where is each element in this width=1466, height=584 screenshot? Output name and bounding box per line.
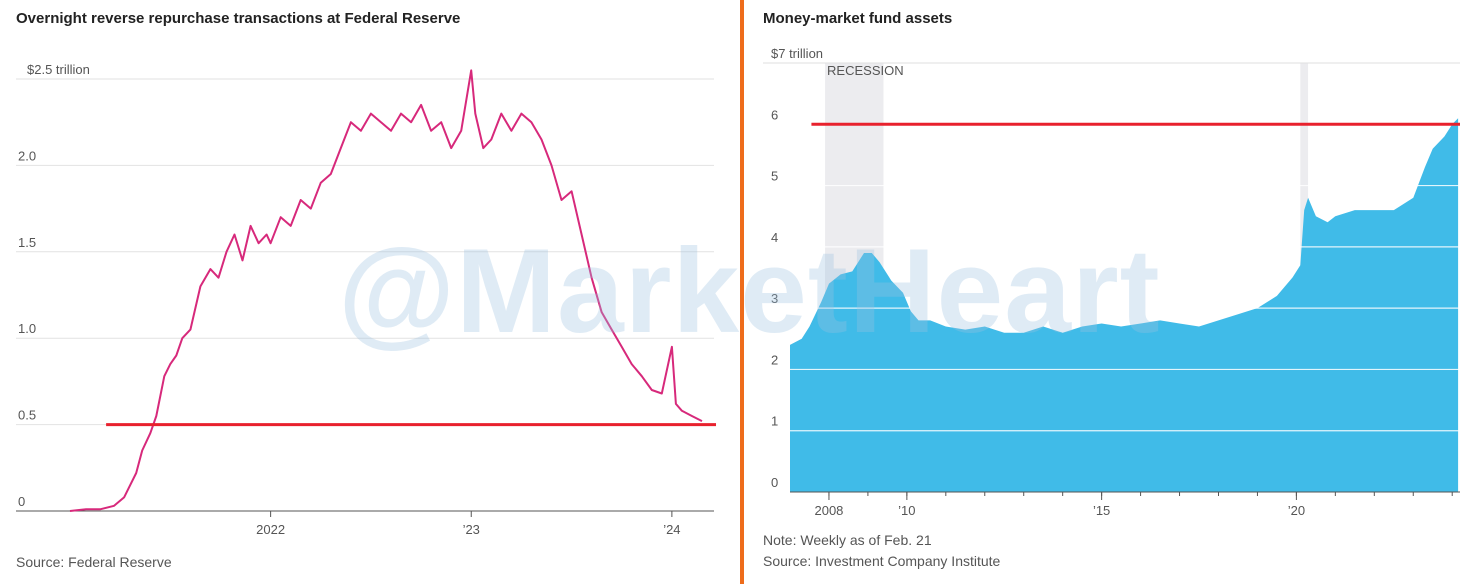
right-x-tick-label: ’15 [1093,503,1110,518]
left-y-tick-label: 0.5 [18,408,36,423]
right-x-tick-label: ’20 [1288,503,1305,518]
right-chart-source: Source: Investment Company Institute [763,553,1001,569]
right-y-tick-label: 2 [771,352,778,367]
left-x-tick-label: ’23 [463,522,480,537]
left-chart-title: Overnight reverse repurchase transaction… [16,10,461,27]
left-y-tick-label: $2.5 trillion [27,62,90,77]
left-chart-source: Source: Federal Reserve [16,554,172,570]
left-y-tick-label: 1.0 [18,321,36,336]
left-series-line [69,69,703,512]
right-y-tick-label: 3 [771,291,778,306]
right-y-tick-label: 6 [771,107,778,122]
left-y-tick-label: 0 [18,494,25,509]
right-y-tick-label: 5 [771,169,778,184]
right-chart-panel: Money-market fund assets RECESSION 0 1 2 3 4 5… [746,0,1466,584]
left-x-tick-label: 2022 [256,522,285,537]
left-x-tick-label: ’24 [663,522,680,537]
right-x-tick-label: 2008 [814,503,843,518]
left-y-tick-label: 1.5 [18,235,36,250]
right-y-tick-label: 4 [771,230,778,245]
panel-divider [740,0,744,584]
right-x-tick-label: ’10 [898,503,915,518]
right-y-tick-label: 0 [771,475,778,490]
right-chart-title: Money-market fund assets [763,10,953,27]
right-y-tick-label: 1 [771,414,778,429]
right-series-area [790,118,1459,492]
left-chart-svg: 0 0.5 1.0 1.5 2.0 $2.5 trillion 2022 ’23 ’24 [16,62,717,537]
right-chart-svg: RECESSION 0 1 2 3 4 5 6 $7 trillion 2008 ’10 ’15 ’20 [763,46,1460,518]
left-y-tick-label: 2.0 [18,148,36,163]
recession-label: RECESSION [827,63,904,78]
left-chart-panel: Overnight reverse repurchase transaction… [16,10,717,570]
right-chart-note: Note: Weekly as of Feb. 21 [763,532,932,548]
right-y-tick-label: $7 trillion [771,46,823,61]
